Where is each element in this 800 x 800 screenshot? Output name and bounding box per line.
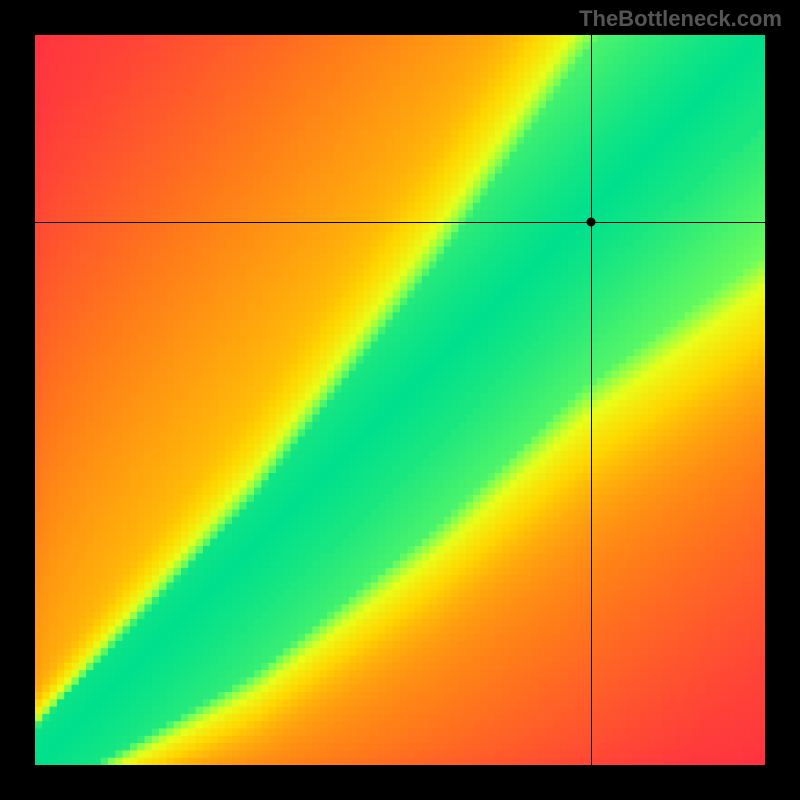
crosshair-horizontal [35,222,765,223]
watermark-text: TheBottleneck.com [579,6,782,32]
crosshair-vertical [591,35,592,765]
marker-dot [587,217,596,226]
heatmap-canvas [35,35,765,765]
bottleneck-heatmap [35,35,765,765]
